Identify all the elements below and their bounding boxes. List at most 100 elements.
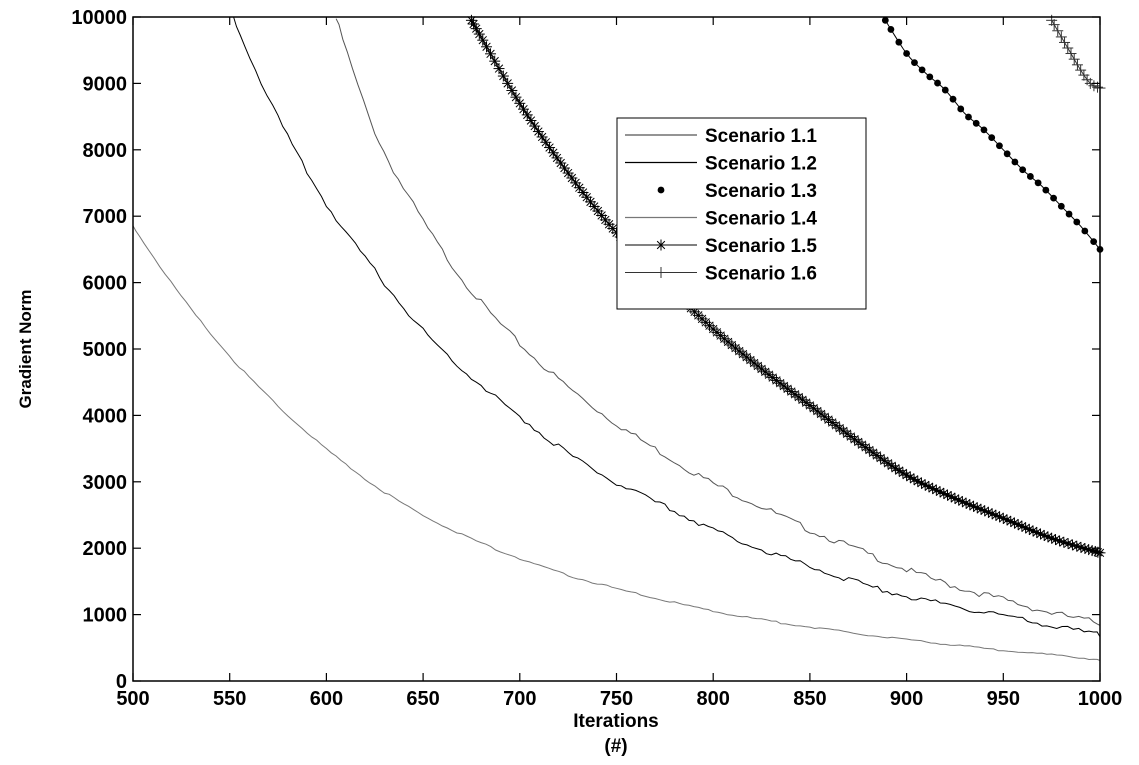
data-point xyxy=(497,70,509,82)
legend-label: Scenario 1.1 xyxy=(705,126,817,147)
series-scenario-1-2 xyxy=(233,16,1101,637)
legend-box xyxy=(616,117,867,310)
data-point xyxy=(1034,179,1042,187)
data-point xyxy=(980,126,988,134)
data-point xyxy=(581,191,593,203)
data-point xyxy=(996,142,1003,150)
y-axis-label: Gradient Norm xyxy=(16,289,35,408)
legend-swatch-marker xyxy=(655,239,667,251)
y-tick-label: 6000 xyxy=(83,273,128,295)
legend-items: Scenario 1.1 Scenario 1.2 Scenario 1.3 Scen… xyxy=(625,126,817,285)
x-axis-label-unit: (#) xyxy=(604,736,627,757)
data-point xyxy=(895,38,903,46)
data-point xyxy=(1048,19,1060,31)
legend-entry: Scenario 1.6 xyxy=(625,264,817,285)
data-point xyxy=(949,95,957,103)
y-tick-label: 5000 xyxy=(83,339,128,361)
x-tick-label: 850 xyxy=(793,688,826,710)
data-point xyxy=(584,196,596,208)
series-scenario-1-4 xyxy=(132,225,1101,661)
data-point xyxy=(502,77,514,89)
legend-label: Scenario 1.4 xyxy=(705,209,817,230)
data-point xyxy=(1068,53,1080,65)
data-point xyxy=(493,63,505,75)
data-point xyxy=(470,23,482,35)
data-point xyxy=(525,115,537,127)
data-point xyxy=(510,91,522,103)
y-tick-label: 3000 xyxy=(83,472,128,494)
data-point xyxy=(489,55,501,67)
data-point xyxy=(521,109,533,121)
series-line xyxy=(1051,20,1101,89)
x-axis-label: Iterations xyxy=(573,711,659,732)
legend-entry: Scenario 1.3 xyxy=(657,181,817,202)
data-point xyxy=(592,205,604,217)
data-point xyxy=(558,162,570,174)
x-tick-label: 1000 xyxy=(1078,688,1123,710)
data-point xyxy=(1059,36,1071,48)
data-point xyxy=(1055,31,1067,43)
data-point xyxy=(1003,150,1011,158)
data-point xyxy=(934,79,941,87)
series-line xyxy=(233,16,1101,637)
data-point xyxy=(918,66,926,74)
y-tick-label: 9000 xyxy=(83,73,128,95)
data-point xyxy=(903,50,910,57)
x-tick-label: 650 xyxy=(406,688,439,710)
legend-label: Scenario 1.2 xyxy=(705,154,817,175)
data-point xyxy=(887,26,895,33)
legend-label: Scenario 1.5 xyxy=(705,236,817,257)
legend-swatch-marker xyxy=(655,267,667,278)
legend-entry: Scenario 1.1 xyxy=(625,126,817,147)
data-point xyxy=(473,28,485,40)
data-point xyxy=(1042,186,1050,194)
data-point xyxy=(957,105,965,113)
x-tick-label: 950 xyxy=(987,688,1020,710)
data-point xyxy=(506,84,518,96)
x-tick-labels: 500 550 600 650 700 750 800 850 900 950 1000 xyxy=(116,688,1122,710)
data-point xyxy=(965,113,972,121)
data-point xyxy=(551,152,563,164)
data-point xyxy=(1052,25,1064,37)
y-tick-label: 1000 xyxy=(83,605,128,627)
y-tick-labels: 0 1000 2000 3000 4000 5000 6000 7000 8000 9000 100… xyxy=(71,7,127,693)
data-point xyxy=(988,134,996,142)
data-point xyxy=(1019,166,1027,174)
y-tick-label: 2000 xyxy=(83,538,128,560)
series-scenario-1-1 xyxy=(335,18,1101,626)
y-tick-label: 7000 xyxy=(83,206,128,228)
data-point xyxy=(972,119,980,127)
legend-label: Scenario 1.3 xyxy=(705,181,817,202)
data-point xyxy=(926,73,934,81)
legend-label: Scenario 1.6 xyxy=(705,264,817,285)
data-point xyxy=(1090,238,1098,246)
x-tick-label: 700 xyxy=(503,688,536,710)
x-tick-label: 800 xyxy=(697,688,730,710)
x-tick-label: 900 xyxy=(890,688,923,710)
data-point xyxy=(1073,218,1081,226)
data-point xyxy=(1027,525,1039,537)
data-point xyxy=(956,496,968,508)
legend-entry: Scenario 1.4 xyxy=(625,209,817,230)
x-tick-label: 600 xyxy=(310,688,343,710)
data-point xyxy=(1011,158,1019,166)
y-tick-label: 0 xyxy=(116,671,127,693)
data-point xyxy=(1062,42,1074,54)
data-point xyxy=(1057,202,1065,210)
y-tick-label: 4000 xyxy=(83,405,128,427)
x-tick-label: 750 xyxy=(600,688,633,710)
data-point xyxy=(1081,227,1089,235)
series-scenario-1-3 xyxy=(881,16,1104,253)
data-point xyxy=(1026,173,1034,180)
data-point xyxy=(485,48,497,60)
x-tick-label: 500 xyxy=(116,688,149,710)
legend: Scenario 1.1 Scenario 1.2 Scenario 1.3 Scen… xyxy=(616,117,867,310)
series-line xyxy=(335,18,1101,626)
data-point xyxy=(529,120,541,132)
legend-entry: Scenario 1.2 xyxy=(625,154,817,175)
data-point xyxy=(941,86,949,94)
data-point xyxy=(1065,48,1077,60)
data-point xyxy=(518,103,530,115)
